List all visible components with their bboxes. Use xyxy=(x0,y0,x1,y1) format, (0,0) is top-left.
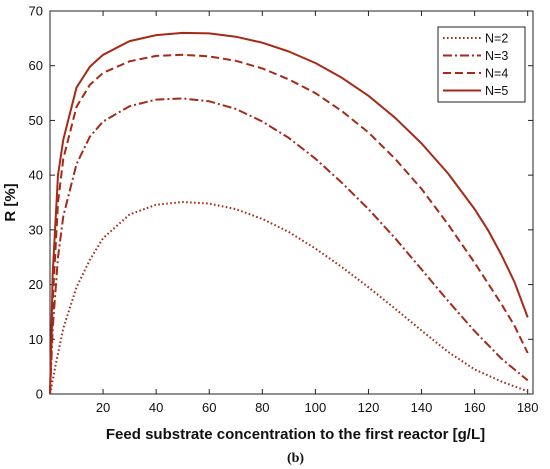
y-tick-label: 40 xyxy=(29,168,43,183)
y-tick-label: 60 xyxy=(29,58,43,73)
x-tick-label: 40 xyxy=(149,400,163,415)
y-tick-label: 20 xyxy=(29,277,43,292)
x-tick-label: 100 xyxy=(305,400,327,415)
y-tick-label: 50 xyxy=(29,113,43,128)
series-line-n5 xyxy=(49,31,529,395)
legend-entry-label: N=2 xyxy=(485,32,508,46)
legend: N=2 N=3 N=4 N=5 xyxy=(437,26,526,103)
x-tick-label: 120 xyxy=(358,400,380,415)
y-axis-ticks: 0 10 20 30 40 50 60 70 xyxy=(29,4,533,402)
y-tick-label: 70 xyxy=(29,4,43,19)
x-tick-label: 80 xyxy=(255,400,269,415)
series-line-n4 xyxy=(49,53,529,395)
x-axis-ticks: 20 40 60 80 100 120 140 160 180 xyxy=(96,11,539,415)
x-tick-label: 60 xyxy=(202,400,216,415)
plot-area-border xyxy=(49,10,534,395)
legend-entry-label: N=3 xyxy=(485,49,508,63)
x-tick-label: 140 xyxy=(411,400,433,415)
x-tick-label: 180 xyxy=(517,400,539,415)
legend-entry-label: N=4 xyxy=(485,67,508,81)
y-axis-label: R [%] xyxy=(2,183,19,221)
series-lines xyxy=(49,31,529,395)
series-line-n2 xyxy=(49,201,529,395)
y-tick-label: 30 xyxy=(29,222,43,237)
x-tick-label: 20 xyxy=(96,400,110,415)
panel-label: (b) xyxy=(287,451,304,466)
x-tick-label: 160 xyxy=(464,400,486,415)
plot-frame xyxy=(49,10,534,395)
y-tick-label: 10 xyxy=(29,332,43,347)
series-line-n3 xyxy=(49,97,529,395)
x-axis-label: Feed substrate concentration to the firs… xyxy=(106,426,485,443)
legend-entry-label: N=5 xyxy=(485,84,508,98)
y-tick-label: 0 xyxy=(36,387,43,402)
